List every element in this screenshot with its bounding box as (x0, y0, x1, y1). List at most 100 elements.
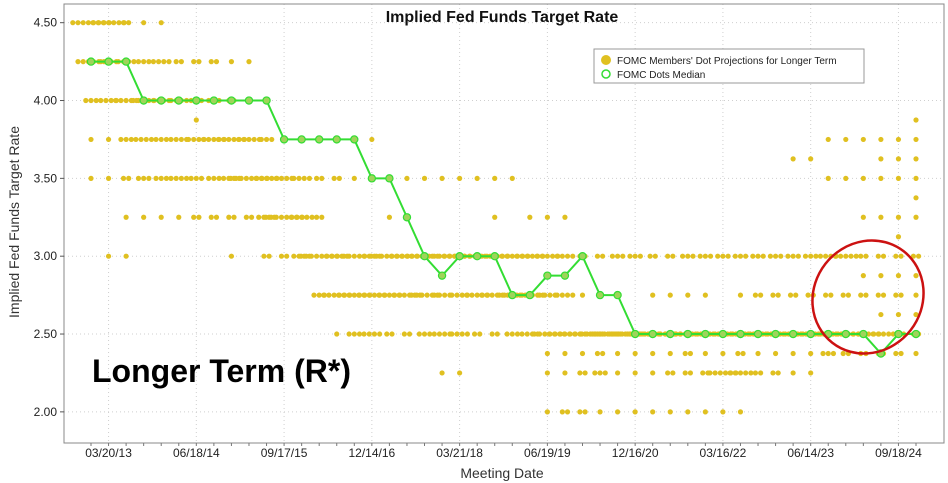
dot-projection (213, 214, 220, 220)
median-line (91, 60, 916, 355)
legend-label-dots: FOMC Members' Dot Projections for Longer… (617, 56, 837, 67)
dot-projection (401, 292, 407, 298)
dot-projection (313, 175, 320, 181)
dot-projection (893, 292, 899, 298)
median-point (595, 290, 605, 300)
dot-projection (303, 253, 309, 259)
dot-projection (650, 409, 656, 415)
median-point (806, 329, 815, 339)
dot-projection (650, 292, 656, 298)
dot-projection (667, 409, 673, 415)
dot-projection (559, 292, 565, 298)
dot-projection (843, 136, 849, 143)
dot-projection (740, 350, 746, 357)
dot-projection (514, 253, 520, 259)
dot-projection (459, 331, 465, 337)
dot-projection (913, 350, 919, 357)
dot-projection (331, 175, 337, 181)
dot-projection (720, 253, 726, 259)
dot-projection (582, 370, 588, 376)
dot-projection (258, 136, 264, 143)
dot-projection (138, 136, 144, 143)
median-point (613, 290, 622, 300)
x-axis-label: Meeting Date (460, 465, 543, 481)
dot-projection (840, 350, 846, 357)
median-point (771, 329, 780, 339)
dot-projection (356, 253, 363, 259)
dot-projection (414, 253, 420, 259)
dot-projection (566, 331, 573, 337)
dot-projection (682, 370, 688, 376)
dot-projection (825, 175, 831, 181)
dot-projection (758, 292, 764, 298)
dot-projection (436, 253, 443, 259)
dot-projection (570, 292, 576, 298)
dot-projection (424, 292, 430, 298)
dot-projection (637, 253, 643, 259)
chart-title: Implied Fed Funds Target Rate (386, 9, 619, 26)
dot-projection (602, 370, 608, 376)
dot-projection (848, 253, 854, 259)
median-point (157, 96, 166, 105)
dot-projection (421, 331, 428, 337)
dot-projection (368, 253, 374, 259)
dot-projection (88, 136, 94, 143)
dot-projection (88, 97, 94, 104)
dot-projection (619, 331, 625, 337)
dot-projection (408, 253, 415, 259)
legend-box (593, 48, 865, 84)
dot-projection (614, 331, 620, 337)
dot-projection (263, 136, 270, 143)
dot-projection (544, 214, 550, 220)
dot-projection (682, 350, 688, 357)
dot-projection (459, 292, 465, 298)
dot-projection (895, 156, 902, 162)
dot-projection (702, 350, 708, 357)
dot-projection (141, 214, 147, 220)
dot-projection (431, 331, 437, 337)
dot-projection (346, 292, 352, 298)
dot-projection (208, 58, 214, 65)
dot-projection (196, 58, 202, 65)
dot-projection (233, 175, 239, 181)
median-point (859, 329, 868, 339)
dot-projection (238, 175, 244, 181)
dot-projection (341, 253, 347, 259)
dot-projection (248, 214, 255, 220)
dot-projection (823, 292, 829, 298)
median-point (788, 329, 798, 339)
dot-projection (83, 97, 89, 104)
dot-projection (687, 350, 694, 357)
dot-projection (875, 253, 881, 259)
dot-projection (221, 136, 227, 143)
legend-median-marker (601, 69, 611, 79)
dot-projection (308, 253, 314, 259)
dot-projection (720, 409, 726, 415)
dot-projection (895, 273, 902, 279)
dot-projection (614, 253, 621, 259)
dot-projection (384, 253, 390, 259)
dot-projection (408, 292, 415, 298)
dot-projection (371, 331, 378, 337)
dot-projection (519, 331, 525, 337)
dot-projection (860, 136, 866, 143)
dot-projection (544, 409, 550, 415)
dot-projection (685, 253, 691, 259)
dot-projection (123, 214, 129, 220)
dot-projection (492, 175, 498, 181)
dot-projection (371, 292, 378, 298)
dot-projection (737, 292, 744, 298)
dot-projection (351, 331, 357, 337)
dot-projection (150, 58, 157, 65)
dot-projection (600, 253, 606, 259)
dot-projection (126, 20, 132, 26)
dot-projection (895, 136, 902, 143)
dot-projection (542, 292, 548, 298)
dot-projection (596, 331, 602, 337)
dot-projection (551, 331, 558, 337)
x-tick-label: 06/19/19 (524, 446, 571, 460)
dot-projection (750, 253, 756, 259)
dot-projection (200, 136, 207, 143)
dot-projection (544, 253, 550, 259)
dot-projection (916, 253, 922, 259)
